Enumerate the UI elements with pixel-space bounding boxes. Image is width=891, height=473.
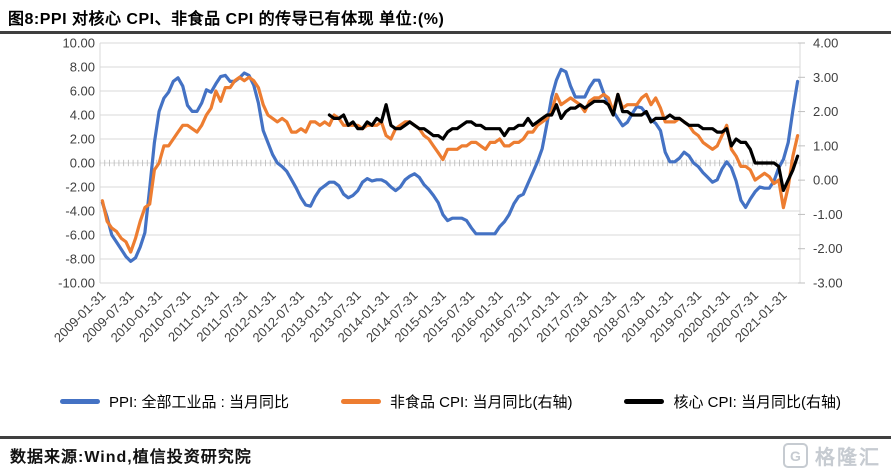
- chart-title: 图8:PPI 对核心 CPI、非食品 CPI 的传导已有体现 单位:(%): [8, 11, 445, 28]
- core_cpi-line: [327, 92, 800, 192]
- data-source-text: 数据来源:Wind,植信投资研究院: [10, 449, 252, 466]
- chart-legend: PPI: 全部工业品 : 当月同比 非食品 CPI: 当月同比(右轴) 核心 CPI…: [0, 391, 891, 412]
- ppi-line: [100, 67, 800, 263]
- svg-text:1.00: 1.00: [813, 138, 838, 153]
- svg-text:0.00: 0.00: [70, 156, 95, 171]
- svg-text:-4.00: -4.00: [65, 204, 95, 219]
- svg-text:8.00: 8.00: [70, 60, 95, 75]
- svg-text:-10.00: -10.00: [58, 276, 95, 291]
- svg-text:-8.00: -8.00: [65, 252, 95, 267]
- legend-marker-ppi: [60, 399, 100, 404]
- svg-text:-3.00: -3.00: [813, 276, 843, 291]
- svg-text:-2.00: -2.00: [813, 241, 843, 256]
- svg-text:-1.00: -1.00: [813, 207, 843, 222]
- svg-text:-6.00: -6.00: [65, 228, 95, 243]
- svg-text:3.00: 3.00: [813, 70, 838, 85]
- svg-text:6.00: 6.00: [70, 84, 95, 99]
- right-axis-ticks: [798, 42, 805, 284]
- x-axis-labels: 2009-01-312009-07-312010-01-312010-07-31…: [51, 288, 790, 346]
- top-divider: [0, 31, 891, 34]
- svg-text:4.00: 4.00: [813, 36, 838, 51]
- svg-text:-2.00: -2.00: [65, 180, 95, 195]
- legend-marker-nonfood_cpi: [341, 399, 381, 404]
- bottom-divider: [0, 436, 891, 439]
- legend-item-ppi: PPI: 全部工业品 : 当月同比: [60, 391, 289, 412]
- svg-text:10.00: 10.00: [62, 36, 95, 51]
- legend-item-core_cpi: 核心 CPI: 当月同比(右轴): [624, 391, 841, 412]
- right-axis-labels: 4.00 3.00 2.00 1.00 0.00 -1.00 -2.00 -3.00: [813, 36, 843, 291]
- legend-label-nonfood_cpi: 非食品 CPI: 当月同比(右轴): [390, 394, 573, 411]
- line-chart: 10.00 8.00 6.00 4.00 2.00 0.00 -2.00 -4.00 -6.00…: [51, 36, 843, 346]
- legend-item-nonfood_cpi: 非食品 CPI: 当月同比(右轴): [341, 391, 573, 412]
- gelonghui-watermark: G 格隆汇: [783, 441, 881, 470]
- gelonghui-logo-icon: G: [783, 443, 808, 468]
- svg-text:2.00: 2.00: [70, 132, 95, 147]
- legend-label-ppi: PPI: 全部工业品 : 当月同比: [109, 394, 290, 411]
- legend-marker-core_cpi: [624, 399, 665, 404]
- svg-text:0.00: 0.00: [813, 173, 838, 188]
- legend-label-core_cpi: 核心 CPI: 当月同比(右轴): [673, 394, 841, 411]
- left-axis-labels: 10.00 8.00 6.00 4.00 2.00 0.00 -2.00 -4.00 -6.00…: [58, 36, 95, 291]
- gelonghui-logo-text: 格隆汇: [815, 447, 881, 469]
- svg-text:2.00: 2.00: [813, 104, 838, 119]
- svg-text:4.00: 4.00: [70, 108, 95, 123]
